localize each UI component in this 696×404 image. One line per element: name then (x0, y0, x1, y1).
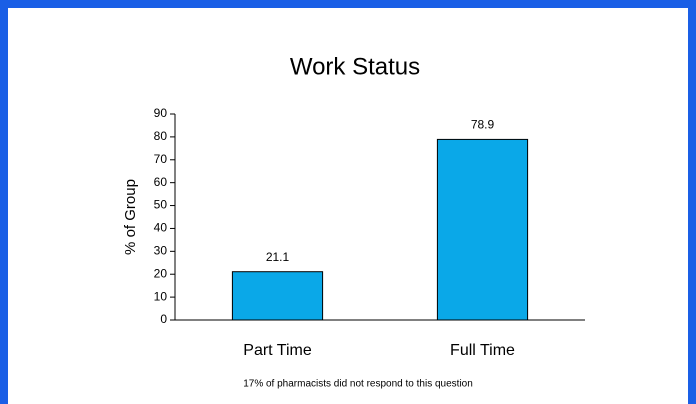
y-tick-label: 90 (154, 106, 168, 120)
y-tick-label: 10 (154, 289, 168, 303)
y-tick-label: 40 (154, 221, 168, 235)
x-tick-label: Part Time (243, 342, 312, 359)
y-tick-label: 60 (154, 175, 168, 189)
x-tick-label: Full Time (450, 342, 515, 359)
bar (231, 271, 324, 321)
data-label: 78.9 (471, 118, 495, 132)
y-tick-label: 80 (154, 129, 168, 143)
y-tick-label: 70 (154, 152, 168, 166)
y-tick-label: 30 (154, 244, 168, 258)
chart-title: Work Status (290, 53, 420, 80)
footnote: 17% of pharmacists did not respond to th… (243, 379, 473, 390)
data-label: 21.1 (266, 250, 290, 264)
y-tick-label: 50 (154, 198, 168, 212)
y-tick-label: 20 (154, 266, 168, 280)
y-axis-label: % of Group (122, 179, 139, 255)
bar (436, 138, 529, 321)
y-tick-label: 0 (160, 312, 167, 326)
